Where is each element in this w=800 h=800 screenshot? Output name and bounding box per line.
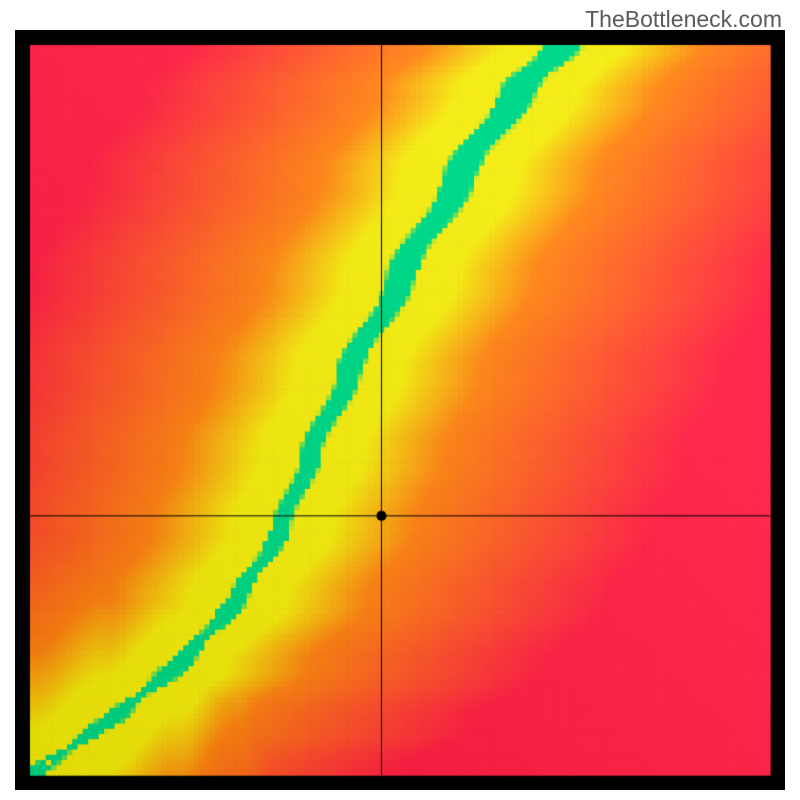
heatmap-canvas xyxy=(15,30,785,790)
watermark-text: TheBottleneck.com xyxy=(585,6,782,33)
chart-container: TheBottleneck.com xyxy=(0,0,800,800)
heatmap-plot xyxy=(15,30,785,790)
